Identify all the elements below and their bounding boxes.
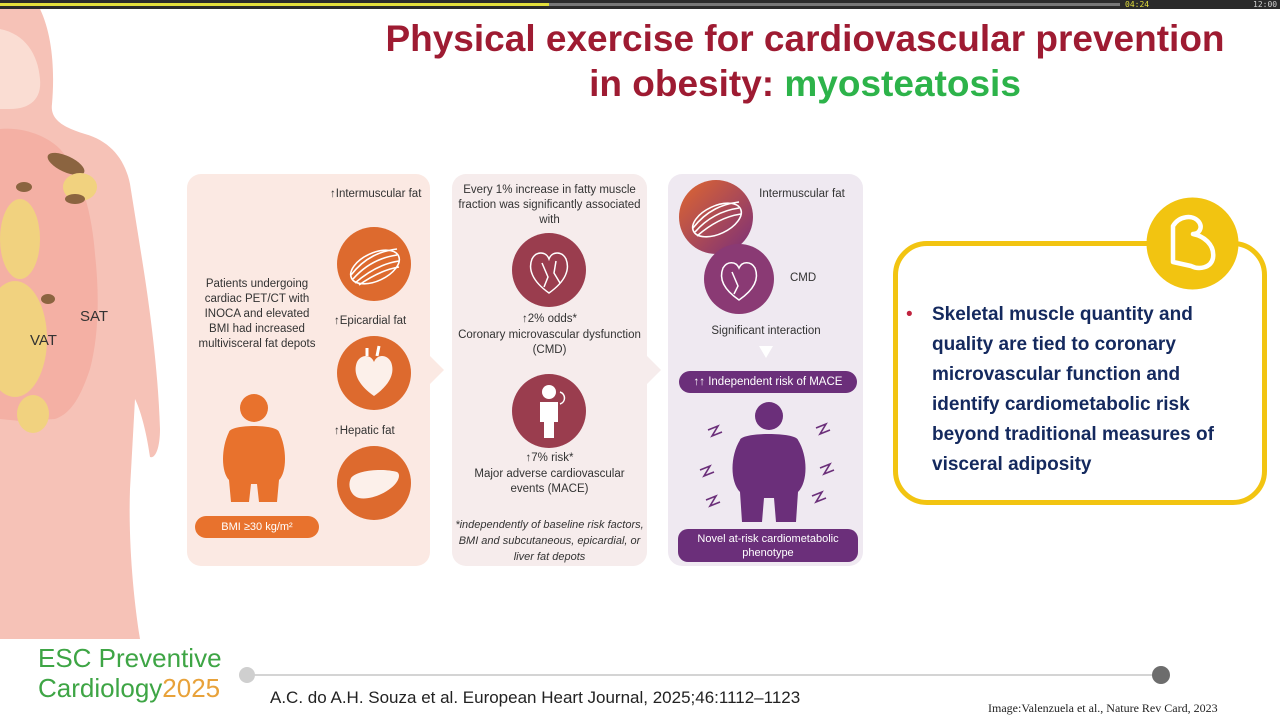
association-intro: Every 1% increase in fatty muscle fracti… bbox=[458, 184, 641, 226]
progress-fill bbox=[0, 3, 549, 6]
p3-cmd-label: CMD bbox=[790, 272, 817, 284]
brand-line-2: Cardiology2025 bbox=[38, 673, 221, 703]
intermuscular-fat-label: ↑Intermuscular fat bbox=[330, 188, 422, 200]
footer-divider bbox=[246, 674, 1162, 676]
double-up-arrow-icon: ↑↑ bbox=[693, 376, 709, 388]
slide-title: Physical exercise for cardiovascular pre… bbox=[340, 16, 1270, 106]
key-message-text: Skeletal muscle quantity and quality are… bbox=[932, 304, 1214, 475]
up-arrow-icon: ↑ bbox=[525, 452, 532, 464]
odds-line: ↑2% odds* bbox=[522, 313, 577, 325]
coronary-heart-icon-purple bbox=[704, 244, 774, 314]
footer-dot-right bbox=[1152, 666, 1170, 684]
bmi-pill: BMI ≥30 kg/m² bbox=[195, 516, 319, 538]
brand-line-1: ESC Preventive bbox=[38, 643, 222, 673]
up-arrow-icon: ↑ bbox=[330, 188, 336, 200]
cmd-description: Coronary microvascular dysfunction (CMD) bbox=[458, 329, 641, 356]
footnote: *independently of baseline risk factors,… bbox=[455, 519, 644, 563]
chevron-arrow-2 bbox=[647, 356, 661, 384]
novel-phenotype-box: Novel at-risk cardiometabolic phenotype bbox=[678, 529, 858, 562]
footer-dot-left bbox=[239, 667, 255, 683]
epicardial-fat-label: ↑Epicardial fat bbox=[334, 315, 407, 327]
title-line-2: in obesity: myosteatosis bbox=[340, 61, 1270, 106]
interaction-label: Significant interaction bbox=[711, 325, 821, 337]
media-progress-bar[interactable]: 04:24 12:00 bbox=[0, 0, 1280, 9]
chest-pain-person-icon bbox=[512, 374, 586, 448]
current-time: 04:24 bbox=[1125, 0, 1150, 9]
coronary-heart-icon bbox=[512, 233, 586, 307]
total-time: 12:00 bbox=[1253, 0, 1278, 9]
flexed-arm-icon bbox=[1146, 197, 1239, 290]
liver-icon bbox=[337, 446, 411, 520]
mace-pill: ↑↑ Independent risk of MACE bbox=[679, 371, 857, 393]
hepatic-fat-label: ↑Hepatic fat bbox=[334, 425, 395, 437]
heart-icon bbox=[337, 336, 411, 410]
citation: A.C. do A.H. Souza et al. European Heart… bbox=[270, 688, 801, 707]
up-arrow-icon: ↑ bbox=[334, 425, 340, 437]
bullet-icon: • bbox=[906, 304, 913, 325]
up-arrow-icon: ↑ bbox=[334, 315, 340, 327]
obese-person-icon-purple bbox=[699, 402, 835, 522]
up-arrow-icon: ↑ bbox=[522, 313, 528, 325]
patients-description: Patients undergoing cardiac PET/CT with … bbox=[198, 278, 316, 350]
obese-person-icon-orange bbox=[223, 394, 285, 502]
sat-label: SAT bbox=[80, 308, 108, 325]
title-line-1: Physical exercise for cardiovascular pre… bbox=[385, 18, 1225, 59]
title-highlight: myosteatosis bbox=[784, 63, 1021, 104]
progress-track[interactable] bbox=[0, 3, 1120, 6]
risk-line: ↑7% risk* bbox=[525, 452, 574, 464]
p3-intermuscular-label: Intermuscular fat bbox=[759, 188, 845, 200]
chevron-arrow-1 bbox=[430, 356, 444, 384]
vat-label: VAT bbox=[30, 332, 57, 349]
muscle-fiber-icon-gradient bbox=[679, 180, 753, 254]
down-arrow-icon bbox=[759, 346, 773, 358]
title-prefix: in obesity: bbox=[589, 63, 775, 104]
brand-year: 2025 bbox=[162, 673, 221, 703]
image-credit: Image:Valenzuela et al., Nature Rev Card… bbox=[988, 701, 1218, 715]
muscle-fiber-icon bbox=[337, 227, 411, 301]
body-silhouette-illustration: VAT SAT bbox=[0, 9, 160, 639]
esc-preventive-cardiology-logo: ESC Preventive Cardiology2025 bbox=[38, 643, 222, 703]
mace-description: Major adverse cardiovascular events (MAC… bbox=[474, 468, 625, 495]
